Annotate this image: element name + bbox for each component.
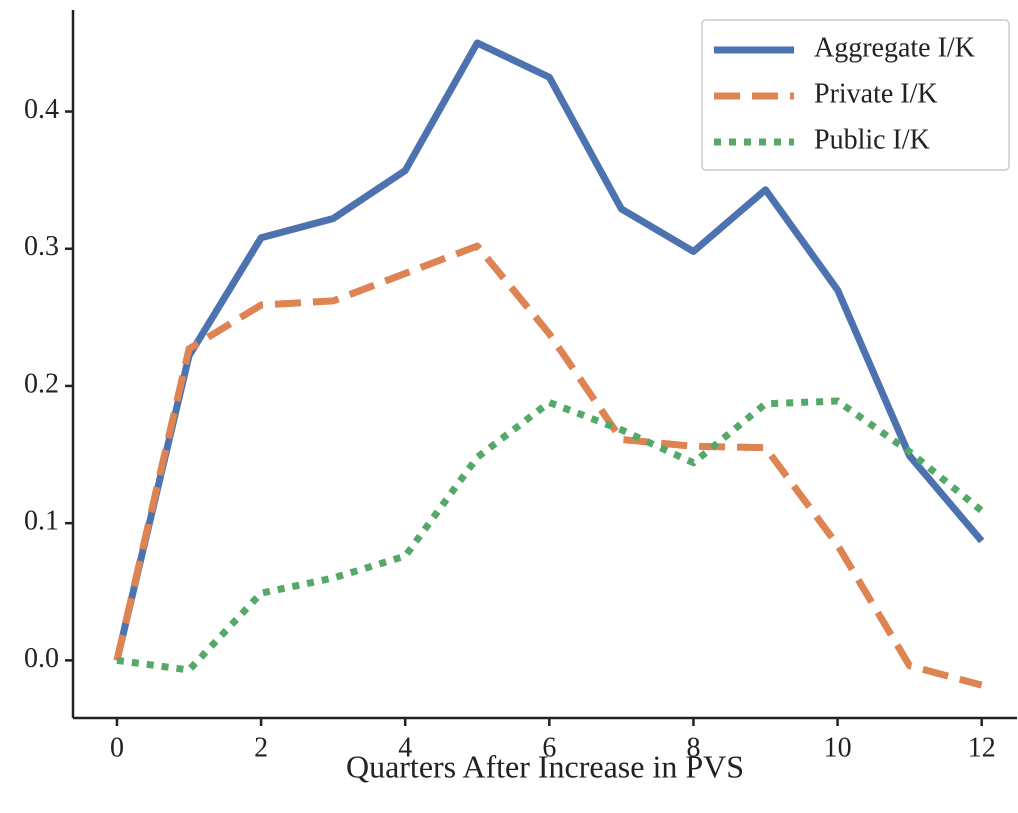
- y-tick-label: 0.4: [24, 94, 59, 125]
- y-tick-label: 0.0: [24, 643, 59, 674]
- series-line: [113, 39, 985, 662]
- legend-box: [701, 19, 1010, 171]
- x-tick-label: 8: [686, 732, 700, 763]
- y-tick-label: 0.2: [24, 368, 59, 399]
- x-tick-label: 12: [968, 732, 996, 763]
- series-line: [116, 397, 984, 674]
- x-tick-label: 4: [398, 732, 412, 763]
- x-tick-label: 2: [254, 732, 268, 763]
- y-tick-label: 0.1: [24, 506, 59, 537]
- legend-label: Aggregate I/K: [814, 32, 975, 63]
- x-tick-label: 0: [110, 732, 124, 763]
- x-axis-label: Quarters After Increase in PVS: [346, 748, 744, 784]
- series-line: [113, 242, 983, 689]
- x-tick-label: 6: [542, 732, 556, 763]
- legend-label: Private I/K: [814, 78, 938, 109]
- legend-label: Public I/K: [814, 124, 930, 155]
- x-tick-label: 10: [824, 732, 852, 763]
- y-tick-label: 0.3: [24, 231, 59, 262]
